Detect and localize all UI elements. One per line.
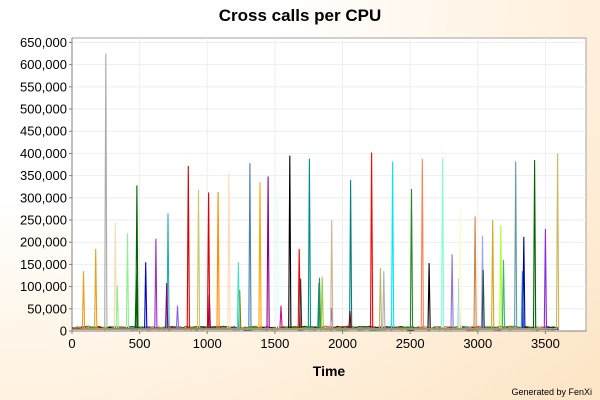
y-tick-label: 650,000 bbox=[20, 35, 67, 50]
series-line bbox=[71, 153, 560, 330]
y-tick-label: 200,000 bbox=[20, 235, 67, 250]
y-tick-label: 500,000 bbox=[20, 102, 67, 117]
x-tick-label: 500 bbox=[129, 336, 151, 351]
y-tick-label: 150,000 bbox=[20, 257, 67, 272]
chart-title: Cross calls per CPU bbox=[218, 6, 382, 25]
y-tick-label: 350,000 bbox=[20, 168, 67, 183]
baseline-series-line bbox=[71, 325, 559, 331]
x-tick-label: 2000 bbox=[328, 336, 357, 351]
y-tick-label: 250,000 bbox=[20, 213, 67, 228]
x-tick-label: 3500 bbox=[531, 336, 560, 351]
x-tick-label: 1000 bbox=[193, 336, 222, 351]
x-tick-label: 1500 bbox=[260, 336, 289, 351]
y-tick-label: 50,000 bbox=[27, 301, 67, 316]
x-tick-label: 3000 bbox=[463, 336, 492, 351]
x-axis-label: Time bbox=[312, 363, 346, 379]
y-tick-label: 450,000 bbox=[20, 124, 67, 139]
y-tick-label: 300,000 bbox=[20, 190, 67, 205]
y-tick-label: 0 bbox=[60, 324, 67, 339]
x-tick-label: 2500 bbox=[396, 336, 425, 351]
x-tick-label: 0 bbox=[68, 336, 75, 351]
generator-credit: Generated by FenXi bbox=[511, 387, 592, 397]
y-tick-label: 100,000 bbox=[20, 279, 67, 294]
y-tick-label: 400,000 bbox=[20, 146, 67, 161]
y-tick-label: 600,000 bbox=[20, 57, 67, 72]
y-tick-label: 550,000 bbox=[20, 79, 67, 94]
